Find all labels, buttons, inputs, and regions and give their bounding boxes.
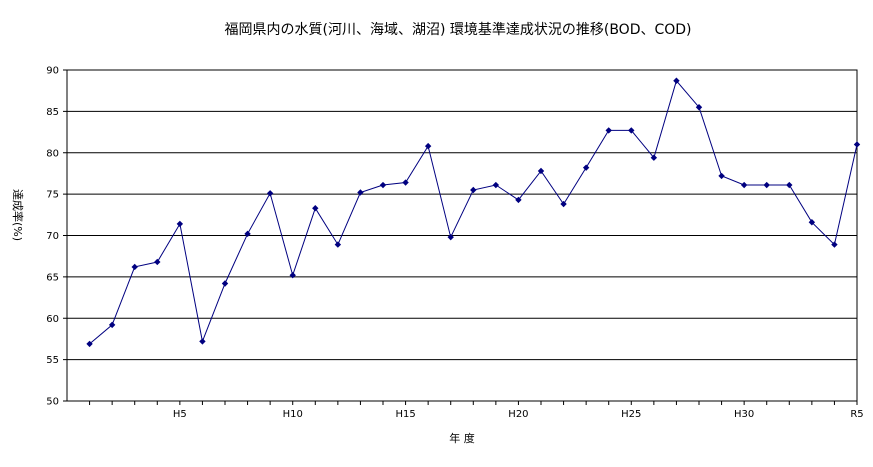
- data-point: [560, 200, 567, 208]
- data-point: [221, 280, 229, 287]
- data-point: [108, 321, 116, 329]
- data-point: [312, 204, 319, 212]
- data-point: [199, 338, 206, 345]
- data-point: [718, 172, 725, 180]
- data-point: [537, 167, 545, 175]
- data-point: [470, 186, 477, 194]
- data-point: [763, 181, 770, 189]
- data-point: [244, 230, 251, 238]
- data-point: [650, 154, 658, 161]
- data-point: [853, 141, 861, 148]
- x-tick-label: H20: [508, 409, 528, 420]
- y-axis-label: 達成率(%): [11, 189, 25, 241]
- data-points: [86, 77, 861, 348]
- x-tick-label: H25: [621, 409, 641, 420]
- data-point: [154, 258, 161, 266]
- data-point: [266, 190, 274, 197]
- data-point: [628, 127, 635, 134]
- data-point: [131, 263, 138, 271]
- gridlines: [67, 69, 857, 402]
- data-point: [582, 164, 590, 171]
- data-point: [357, 189, 364, 196]
- data-point: [402, 179, 409, 186]
- data-point: [447, 233, 454, 241]
- data-point: [289, 272, 296, 279]
- data-point: [379, 181, 387, 189]
- data-point: [831, 241, 838, 248]
- series-line: [89, 79, 858, 345]
- data-point: [695, 104, 703, 111]
- data-point: [605, 127, 612, 134]
- y-tick-label: 50: [46, 397, 59, 408]
- x-tick-label: R5: [850, 409, 863, 420]
- data-point: [176, 220, 184, 228]
- data-point: [673, 77, 680, 84]
- x-axis-label: 年 度: [449, 431, 475, 445]
- x-tick-label: H15: [395, 409, 415, 420]
- data-point: [492, 181, 500, 189]
- data-point: [808, 219, 816, 226]
- data-point: [786, 181, 793, 189]
- y-tick-label: 60: [46, 314, 59, 325]
- data-point: [424, 142, 432, 150]
- chart-title: 福岡県内の水質(河川、海域、湖沼) 環境基準達成状況の推移(BOD、COD): [224, 21, 691, 38]
- data-point: [86, 340, 93, 348]
- y-tick-label: 70: [46, 231, 59, 242]
- y-tick-label: 85: [46, 107, 59, 118]
- y-axis-ticks: 50 55 60 65 70 75 80 85 90: [46, 66, 67, 408]
- y-tick-label: 55: [46, 355, 59, 366]
- y-tick-label: 65: [46, 272, 59, 283]
- data-point: [515, 196, 522, 204]
- data-point: [334, 241, 342, 248]
- y-tick-label: 80: [46, 148, 59, 159]
- x-tick-label: H30: [734, 409, 754, 420]
- x-axis-ticks: H5 H10 H15 H20 H25 H30 R5: [89, 401, 864, 420]
- data-point: [740, 181, 748, 189]
- y-tick-label: 75: [46, 190, 59, 201]
- x-tick-label: H10: [283, 409, 303, 420]
- y-tick-label: 90: [46, 66, 59, 77]
- x-tick-label: H5: [173, 409, 187, 420]
